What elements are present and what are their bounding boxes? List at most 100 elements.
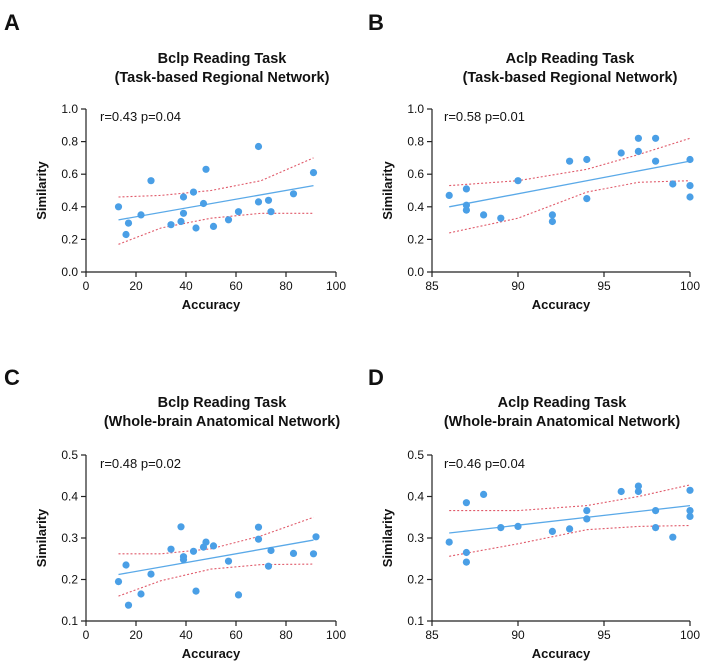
y-tick-label: 0.2 — [61, 573, 78, 587]
data-point — [634, 487, 643, 496]
data-point — [462, 499, 470, 507]
y-tick-label: 0.2 — [61, 232, 78, 246]
stats-annotation: r=0.48 p=0.02 — [100, 456, 181, 471]
data-point — [289, 190, 298, 198]
x-tick-label: 0 — [83, 628, 90, 642]
data-point — [514, 522, 522, 531]
data-point — [209, 222, 218, 230]
x-tick-label: 0 — [83, 279, 90, 293]
data-point — [652, 134, 660, 142]
stats-annotation: r=0.46 p=0.04 — [444, 456, 525, 471]
panel-a: A Bclp Reading Task (Task-based Regional N… — [4, 10, 346, 312]
y-tick-label: 0.0 — [61, 265, 78, 279]
x-tick-label: 80 — [279, 628, 293, 642]
data-point — [114, 203, 123, 211]
data-point — [583, 195, 591, 203]
data-point — [224, 557, 233, 565]
data-point — [686, 486, 694, 494]
data-point — [497, 214, 505, 222]
y-tick-label: 0.0 — [407, 265, 424, 279]
data-point — [124, 219, 133, 227]
data-point — [634, 134, 643, 142]
data-point — [583, 507, 591, 515]
data-point — [202, 538, 210, 546]
x-tick-label: 20 — [129, 279, 143, 293]
panel-letter: C — [4, 365, 20, 390]
y-tick-label: 0.1 — [407, 614, 424, 628]
data-point — [234, 591, 243, 599]
chart-title-line: (Whole-brain Anatomical Network) — [444, 414, 680, 430]
data-point — [309, 550, 318, 558]
y-tick-label: 0.2 — [407, 232, 424, 246]
data-point — [480, 490, 488, 498]
data-point — [480, 211, 488, 219]
x-tick-label: 20 — [129, 628, 143, 642]
x-tick-label: 100 — [326, 628, 346, 642]
data-point — [686, 193, 694, 201]
y-tick-label: 0.6 — [407, 167, 424, 181]
data-point — [566, 525, 574, 533]
data-point — [686, 507, 694, 515]
chart-title-line: (Whole-brain Anatomical Network) — [104, 414, 340, 430]
data-point — [445, 191, 453, 199]
data-point — [548, 217, 557, 226]
data-point — [267, 546, 275, 555]
panel-letter: D — [368, 365, 384, 390]
x-axis-title: Accuracy — [182, 646, 241, 661]
stats-annotation: r=0.43 p=0.04 — [100, 109, 181, 124]
chart-title-line: (Task-based Regional Network) — [463, 70, 678, 86]
chart-title-line: (Task-based Regional Network) — [115, 70, 330, 86]
ci-upper-line — [449, 137, 691, 187]
data-point — [652, 507, 660, 515]
data-point — [254, 198, 263, 206]
chart-title-line: Bclp Reading Task — [158, 395, 288, 411]
regression-line — [449, 160, 691, 208]
data-point — [167, 545, 175, 553]
data-point — [289, 549, 298, 558]
data-point — [617, 149, 625, 157]
y-tick-label: 0.1 — [61, 614, 78, 628]
panel-letter: B — [368, 10, 384, 35]
data-point — [514, 177, 522, 185]
regression-line — [118, 184, 314, 221]
data-point — [122, 561, 130, 569]
y-tick-label: 0.4 — [61, 490, 78, 504]
ci-upper-line — [449, 484, 691, 512]
data-point — [264, 562, 273, 570]
y-tick-label: 0.3 — [407, 531, 424, 545]
data-point — [199, 199, 208, 208]
x-tick-label: 85 — [425, 279, 439, 293]
y-tick-label: 0.8 — [61, 135, 78, 149]
data-point — [179, 553, 188, 561]
y-axis-title: Similarity — [34, 508, 49, 567]
data-point — [267, 208, 275, 216]
panel-c: C Bclp Reading Task (Whole-brain Anatomica… — [4, 365, 346, 661]
ci-lower-line — [449, 180, 691, 234]
data-point — [234, 208, 243, 216]
data-point — [189, 547, 198, 555]
data-point — [566, 157, 574, 165]
x-tick-label: 95 — [597, 628, 611, 642]
data-point — [167, 221, 175, 229]
data-point — [189, 188, 198, 196]
x-tick-label: 100 — [680, 279, 700, 293]
data-point — [209, 542, 218, 550]
panel-d: D Aclp Reading Task (Whole-brain Anatomica… — [368, 365, 700, 661]
y-tick-label: 0.4 — [407, 200, 424, 214]
data-point — [179, 209, 188, 217]
data-point — [254, 523, 263, 531]
data-point — [137, 590, 145, 598]
x-tick-label: 85 — [425, 628, 439, 642]
y-tick-label: 0.8 — [407, 135, 424, 149]
y-tick-label: 0.6 — [61, 167, 78, 181]
data-point — [462, 548, 470, 557]
x-tick-label: 95 — [597, 279, 611, 293]
x-tick-label: 40 — [179, 628, 193, 642]
stats-annotation: r=0.58 p=0.01 — [444, 109, 525, 124]
data-point — [686, 512, 694, 521]
data-point — [114, 578, 123, 586]
y-tick-label: 1.0 — [61, 102, 78, 116]
panel-b: B Aclp Reading Task (Task-based Regional N… — [368, 10, 700, 312]
data-point — [652, 157, 660, 165]
